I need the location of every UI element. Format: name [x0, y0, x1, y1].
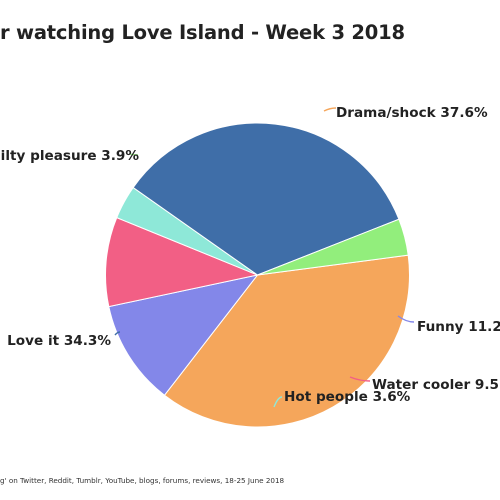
chart-title: r watching Love Island - Week 3 2018 [0, 21, 405, 44]
leader-line-3 [349, 376, 371, 382]
leader-line-4 [273, 396, 283, 408]
pie-slice-5 [132, 122, 400, 276]
pie-slice-6 [257, 218, 409, 276]
slice-label-1: Drama/shock 37.6% [336, 105, 488, 121]
leader-line-2 [397, 315, 415, 323]
slice-label-3: Water cooler 9.5 [372, 377, 499, 393]
slice-label-2: Funny 11.2 [417, 319, 500, 335]
leader-line-1 [323, 107, 337, 112]
slice-label-5: Love it 34.3% [7, 333, 111, 349]
leader-line-5 [114, 331, 121, 336]
leader-line-6 [129, 153, 139, 156]
pie-slice-2 [108, 274, 259, 396]
slice-label-6: ilty pleasure 3.9% [1, 148, 140, 164]
pie-slice-1 [163, 254, 410, 428]
pie-slice-3 [105, 216, 260, 308]
source-footnote: g' on Twitter, Reddit, Tumblr, YouTube, … [0, 476, 285, 485]
slice-label-4: Hot people 3.6% [284, 389, 411, 405]
